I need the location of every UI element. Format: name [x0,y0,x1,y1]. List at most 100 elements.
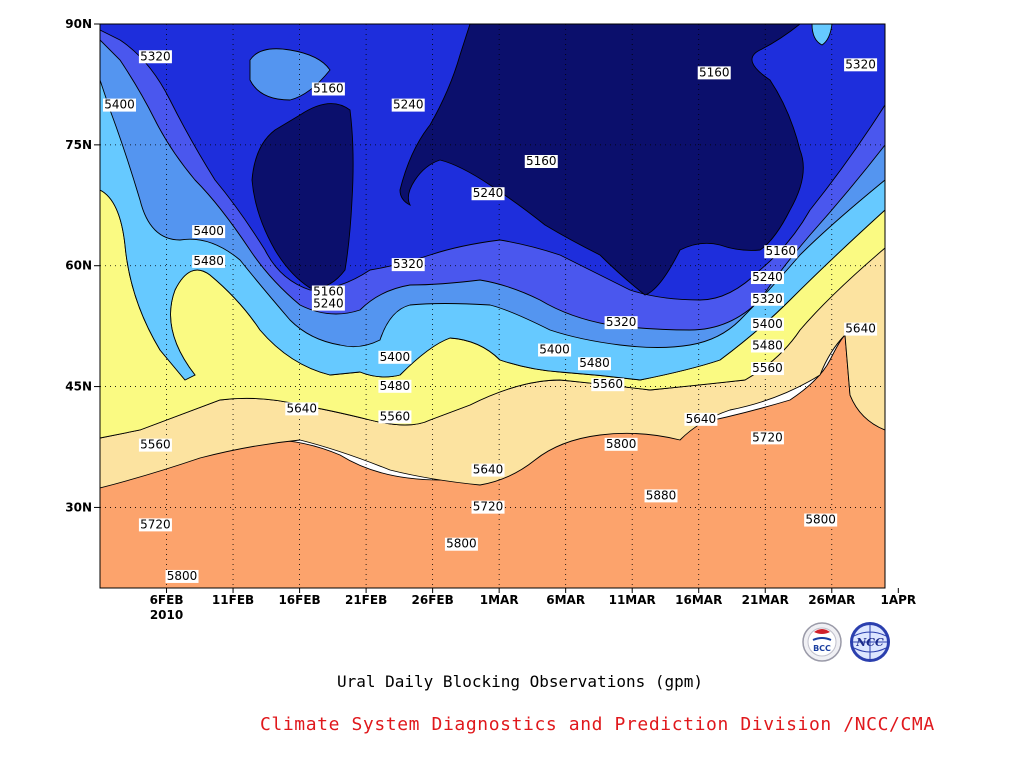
contour-label: 5160 [311,285,345,299]
svg-text:5800: 5800 [805,513,836,527]
svg-text:5320: 5320 [606,315,637,329]
contour-label: 5320 [391,257,425,272]
contour-label: 5480 [750,339,784,353]
contour-label: 5240 [471,186,505,201]
svg-text:5560: 5560 [752,361,783,375]
svg-text:5800: 5800 [167,569,198,583]
svg-text:5720: 5720 [473,500,504,514]
contour-label: 5320 [138,49,172,64]
chart-title: Ural Daily Blocking Observations (gpm) [336,672,704,691]
contour-band [249,48,331,101]
contour-label: 5640 [471,463,505,477]
contour-label: 5800 [604,437,638,451]
y-tick-label: 30N [65,500,92,514]
contour-label: 5400 [192,224,226,239]
contour-band [811,24,833,46]
ncc-logo-text: NCC [855,636,884,649]
contour-label: 5240 [391,98,425,112]
x-tick-year: 2010 [150,608,183,622]
svg-text:5560: 5560 [380,409,411,423]
svg-text:5240: 5240 [473,186,504,200]
x-tick-label: 16FEB [278,593,320,607]
contour-label: 5880 [644,488,678,503]
svg-text:5400: 5400 [752,317,783,331]
y-axis: 30N 45N 60N 75N 90N [65,17,100,514]
x-tick-label: 16MAR [675,593,722,607]
svg-text:5400: 5400 [380,350,411,364]
svg-text:5400: 5400 [104,98,135,112]
x-tick-label: 26MAR [808,593,855,607]
contour-label: 5560 [378,409,412,424]
svg-text:5160: 5160 [313,81,344,95]
svg-text:5560: 5560 [593,377,624,391]
svg-text:5240: 5240 [393,98,424,112]
contour-label: 5560 [591,377,625,392]
svg-text:5640: 5640 [473,463,504,477]
svg-text:5160: 5160 [765,244,796,258]
svg-text:5160: 5160 [313,285,344,299]
contour-label: 5400 [750,317,784,331]
contour-label: 5800 [444,537,478,551]
logo-group: BCC NCC [800,620,896,664]
bcc-logo-text: BCC [813,644,831,653]
contour-label: 5320 [750,292,784,306]
svg-text:5640: 5640 [686,412,717,426]
svg-text:5480: 5480 [579,356,610,370]
x-tick-label: 21MAR [742,593,789,607]
contour-label: 5320 [604,315,638,330]
x-tick-label: 1APR [880,593,916,607]
svg-text:5640: 5640 [845,322,876,336]
svg-text:5240: 5240 [752,270,783,284]
contour-label: 5640 [285,401,319,416]
svg-text:5480: 5480 [193,254,224,268]
x-tick-label: 11MAR [609,593,656,607]
contour-label: 5480 [577,356,611,371]
contour-label: 5400 [378,350,412,364]
svg-text:5800: 5800 [606,437,637,451]
svg-text:5320: 5320 [752,292,783,306]
bcc-logo-icon: BCC [802,622,842,662]
svg-text:5800: 5800 [446,537,477,551]
contour-label: 5800 [165,569,199,583]
svg-text:5160: 5160 [526,154,557,168]
y-tick-label: 90N [65,17,92,31]
contour-label: 5480 [192,254,226,268]
contour-label: 5720 [750,430,784,445]
svg-text:5720: 5720 [752,430,783,444]
contour-label: 5320 [844,57,878,72]
y-tick-label: 60N [65,259,92,273]
svg-text:5560: 5560 [140,438,171,452]
contour-label: 5160 [764,244,798,259]
svg-text:5640: 5640 [286,401,317,415]
contour-label: 5640 [684,412,718,426]
svg-text:5320: 5320 [140,49,171,63]
svg-text:5480: 5480 [380,379,411,393]
svg-text:5240: 5240 [313,297,344,311]
svg-text:5480: 5480 [752,339,783,353]
contour-band [251,103,354,289]
contour-label: 5560 [750,361,784,376]
contour-label: 5560 [138,438,172,452]
svg-text:5320: 5320 [845,57,876,71]
svg-text:5400: 5400 [193,224,224,238]
contour-label: 5800 [804,513,838,527]
contour-label: 5400 [103,98,136,112]
svg-text:5720: 5720 [140,517,171,531]
svg-text:5880: 5880 [646,488,677,502]
contour-label: 5160 [697,65,731,80]
contour-fills [100,24,885,588]
contour-label: 5160 [311,81,345,96]
svg-text:5320: 5320 [393,257,424,271]
ncc-logo-icon: NCC [850,622,890,662]
contour-label: 5400 [538,343,572,357]
svg-text:5400: 5400 [539,343,570,357]
contour-label: 5480 [378,379,412,393]
x-tick-label: 11FEB [212,593,254,607]
contour-label: 5240 [750,270,784,285]
x-tick-label: 1MAR [480,593,519,607]
x-tick-label: 26FEB [412,593,454,607]
contour-label: 5640 [844,322,878,336]
grid-lines [100,24,885,588]
y-tick-label: 45N [65,380,92,394]
